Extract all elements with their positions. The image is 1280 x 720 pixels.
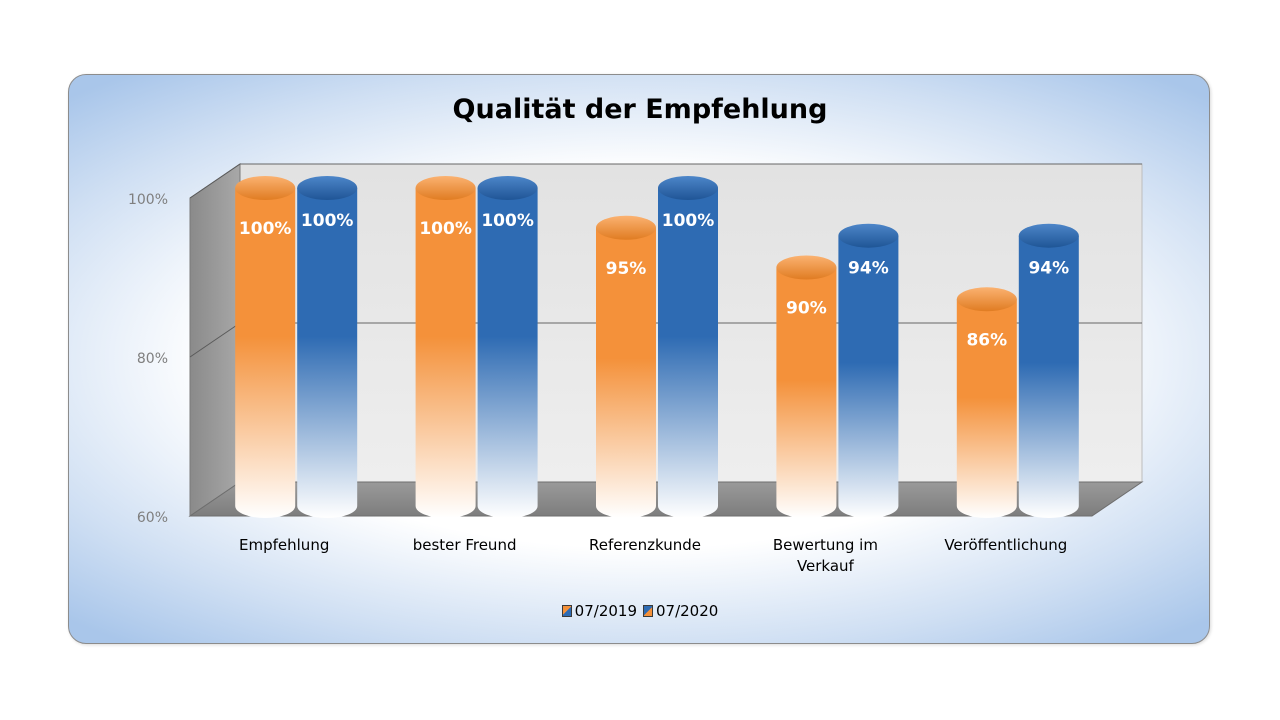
data-label: 100% bbox=[662, 211, 715, 231]
bar-top bbox=[838, 223, 899, 248]
gridline-side bbox=[189, 163, 241, 199]
chart-legend: 07/2019 07/2020 bbox=[0, 602, 1280, 620]
bar-body bbox=[658, 188, 718, 518]
bar-2019-4: 86% bbox=[956, 287, 1017, 518]
bar-top bbox=[596, 215, 656, 240]
legend-swatch-2019 bbox=[561, 605, 572, 617]
data-label: 100% bbox=[239, 219, 292, 239]
data-label: 100% bbox=[419, 219, 472, 239]
bar-2019-0: 100% bbox=[235, 176, 296, 518]
x-tick-label: Empfehlung bbox=[239, 536, 329, 554]
legend-item-2020: 07/2020 bbox=[643, 602, 718, 620]
bar-body bbox=[838, 235, 899, 518]
bar-top bbox=[1018, 223, 1079, 248]
legend-label-2020: 07/2020 bbox=[656, 602, 719, 620]
bar-body bbox=[415, 188, 476, 518]
bar-2020-1: 100% bbox=[477, 176, 538, 518]
legend-item-2019: 07/2019 bbox=[561, 602, 637, 620]
x-tick-label: Bewertung im bbox=[773, 536, 878, 554]
bar-body bbox=[596, 227, 656, 518]
y-tick-label: 60% bbox=[137, 510, 168, 526]
chart-title: Qualität der Empfehlung bbox=[452, 94, 828, 125]
data-label: 94% bbox=[848, 259, 889, 279]
x-tick-label: bester Freund bbox=[413, 536, 517, 554]
bar-2020-4: 94% bbox=[1018, 223, 1079, 518]
bar-body bbox=[235, 188, 296, 518]
legend-label-2019: 07/2019 bbox=[574, 602, 637, 620]
bar-body bbox=[297, 188, 358, 518]
gridline-side bbox=[189, 322, 241, 358]
data-label: 100% bbox=[301, 211, 354, 231]
bar-top bbox=[415, 176, 476, 200]
y-tick-label: 100% bbox=[128, 192, 168, 208]
data-label: 100% bbox=[481, 211, 534, 231]
y-tick-label: 80% bbox=[137, 351, 168, 367]
data-label: 86% bbox=[966, 330, 1007, 350]
x-tick-label: Verkauf bbox=[797, 557, 855, 575]
bar-top bbox=[235, 176, 296, 200]
bar-top bbox=[776, 255, 837, 280]
bar-2019-1: 100% bbox=[415, 176, 476, 518]
bar-top bbox=[477, 176, 538, 200]
bar-top bbox=[658, 176, 718, 200]
x-tick-label: Veröffentlichung bbox=[944, 536, 1067, 554]
legend-swatch-2020 bbox=[643, 605, 653, 617]
bar-2019-2: 95% bbox=[596, 215, 656, 518]
bar-body bbox=[956, 299, 1017, 518]
bar-top bbox=[956, 287, 1017, 312]
data-label: 90% bbox=[786, 299, 827, 319]
x-tick-label: Referenzkunde bbox=[589, 536, 701, 554]
bar-body bbox=[776, 267, 837, 518]
bar-body bbox=[1018, 235, 1079, 518]
data-label: 95% bbox=[606, 259, 647, 279]
bar-2020-3: 94% bbox=[838, 223, 899, 518]
data-label: 94% bbox=[1028, 259, 1069, 279]
bar-body bbox=[477, 188, 538, 518]
bar-2020-2: 100% bbox=[658, 176, 718, 518]
bar-2019-3: 90% bbox=[776, 255, 837, 518]
bar-top bbox=[297, 176, 358, 200]
bar-2020-0: 100% bbox=[297, 176, 358, 518]
